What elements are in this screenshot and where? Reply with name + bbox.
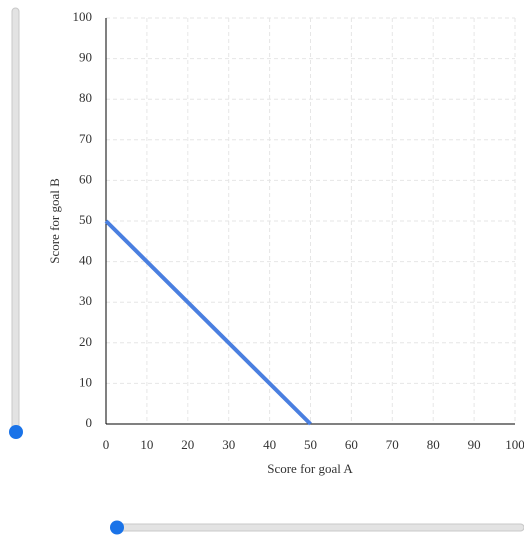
x-tick-label: 30 — [222, 437, 235, 452]
y-tick-label: 80 — [79, 90, 92, 105]
y-tick-label: 40 — [79, 253, 92, 268]
y-tick-label: 10 — [79, 374, 92, 389]
x-tick-label: 90 — [468, 437, 481, 452]
y-tick-label: 30 — [79, 293, 92, 308]
y-tick-label: 20 — [79, 334, 92, 349]
x-tick-label: 100 — [505, 437, 524, 452]
x-tick-label: 10 — [140, 437, 153, 452]
y-tick-label: 70 — [79, 131, 92, 146]
x-tick-label: 80 — [427, 437, 440, 452]
grid — [105, 17, 516, 425]
y-tick-label: 90 — [79, 50, 92, 65]
slider-track — [11, 7, 20, 435]
x-tick-label: 50 — [304, 437, 317, 452]
x-tick-label: 60 — [345, 437, 358, 452]
vertical-slider[interactable] — [9, 7, 23, 439]
data-line — [104, 219, 312, 426]
x-tick-label: 0 — [103, 437, 110, 452]
slider-thumb[interactable] — [9, 425, 23, 439]
slider-thumb[interactable] — [110, 520, 124, 535]
y-tick-label: 100 — [73, 9, 93, 24]
horizontal-slider[interactable] — [110, 520, 524, 535]
x-tick-label: 20 — [181, 437, 194, 452]
y-axis-label: Score for goal B — [47, 178, 62, 264]
slider-track — [111, 523, 524, 532]
y-tick-label: 0 — [86, 415, 93, 430]
x-tick-label: 70 — [386, 437, 399, 452]
x-tick-label: 40 — [263, 437, 276, 452]
x-axis-label: Score for goal A — [267, 461, 353, 476]
y-tick-label: 50 — [79, 212, 92, 227]
y-tick-label: 60 — [79, 171, 92, 186]
